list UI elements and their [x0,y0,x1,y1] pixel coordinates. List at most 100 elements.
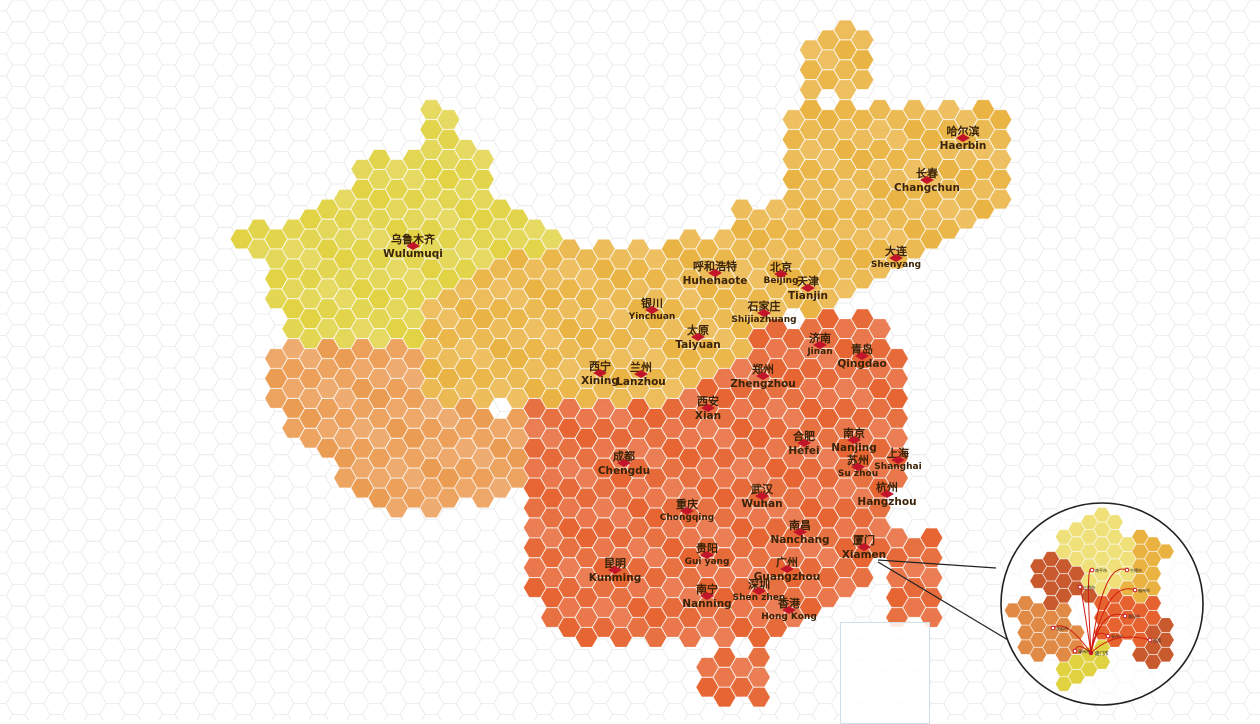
destination-label: 莆田市 [1128,613,1140,619]
city-marker-kunming[interactable]: 昆明 Kunming [589,558,641,584]
city-marker-shenzhen[interactable]: 深圳 Shen zhen [733,579,786,603]
hexagon-north [764,219,788,239]
city-marker-hefei[interactable]: 合肥 Hefei [788,431,819,457]
city-marker-guangzhou[interactable]: 广州 Guangzhou [754,557,820,583]
hexagon-south [540,468,564,489]
hexagon-north [437,368,460,389]
city-name-zh: 银川 [640,297,663,310]
city-marker-beijing[interactable]: 北京 Beijing [763,262,798,286]
hexagon-southwest [350,338,374,359]
city-marker-guiyang[interactable]: 贵阳 Gui yang [685,543,730,567]
hexagon-northwest [437,149,460,170]
hexagon-north [609,328,633,349]
city-marker-xiamen[interactable]: 厦门 Xiamen [842,535,886,561]
hexagon-south [833,458,857,479]
hexagon-north [678,288,702,309]
city-marker-shanghai[interactable]: 上海 Shanghai [874,448,921,472]
flight-arc [1090,613,1126,654]
hexagon-north [506,308,529,329]
hexagon-north [592,378,616,399]
city-marker-tianjin[interactable]: 天津 Tianjin [788,276,828,302]
hexagon-south [644,547,667,568]
hexagon-northwest [385,298,409,319]
hexagon-south [523,497,547,518]
city-marker-nanchang[interactable]: 南昌 Nanchang [770,520,829,546]
city-marker-qingdao[interactable]: 青岛 Qingdao [837,344,886,370]
inset-hexagon [1029,558,1047,574]
city-marker-yinchuan[interactable]: 银川 Yinchuan [629,298,676,322]
hexagon-northwest [264,229,288,249]
hexagon-south [575,408,598,429]
hexagon-southwest [264,348,288,369]
hexagon-southwest [385,418,409,439]
hexagon-northwest [419,139,443,160]
hexagon-northwest [299,229,322,249]
hexagon-northwest [437,189,460,210]
hexagon-north [747,209,771,229]
hexagon-south [540,488,564,508]
city-marker-shenyang[interactable]: 大连 Shenyang [871,246,921,270]
hexagon-south [557,577,581,598]
city-marker-changchun[interactable]: 长春 Changchun [894,168,960,194]
city-marker-nanjing[interactable]: 南京 Nanjing [831,428,877,454]
hexagon-northwest [419,278,443,299]
city-marker-hangzhou[interactable]: 杭州 Hangzhou [857,482,916,508]
hexagon-north [695,298,719,319]
hexagon-south [868,418,892,439]
city-marker-wulumuqi[interactable]: 乌鲁木齐 Wulumuqi [383,234,443,260]
city-pin-icon [919,176,934,184]
hexagon-southwest [264,388,288,409]
hexagon-south [661,597,685,618]
hexagon-southwest [437,428,460,449]
city-marker-nanning[interactable]: 南宁 Nanning [682,584,731,610]
hexagon-northwest [281,318,305,339]
hexagon-south [782,567,805,588]
city-marker-jinan[interactable]: 济南 Jinan [807,333,832,357]
hexagon-north [419,378,443,399]
city-marker-xining[interactable]: 西宁 Xining [581,361,619,387]
city-marker-xian[interactable]: 西安 Xian [695,396,721,422]
hexagon-southwest [299,428,322,449]
hexagon-south [609,468,633,489]
hexagon-north [764,298,788,319]
city-marker-hongkong[interactable]: 香港 Hong Kong [761,598,817,622]
hexagon-south [626,617,650,638]
city-marker-lanzhou[interactable]: 兰州 Lanzhou [616,362,666,388]
hexagon-northwest [471,149,495,170]
hexagon-northwest [333,268,357,289]
hexagon-southwest [333,448,357,469]
city-marker-haerbin[interactable]: 哈尔滨 Haerbin [940,126,987,152]
city-marker-wuhan[interactable]: 武汉 Wuhan [741,484,782,510]
destination-dot [1132,587,1138,593]
hexagon-southwest [350,478,374,498]
city-marker-chongqing[interactable]: 重庆 Chongqing [660,499,714,523]
city-marker-chengdu[interactable]: 成都 Chengdu [598,451,650,477]
hexagon-south [609,428,633,449]
hexagon-south [713,408,736,429]
city-marker-huhehaote[interactable]: 呼和浩特 Huhehaote [683,261,748,287]
hexagon-northwest [316,199,340,220]
hexagon-south [644,468,667,489]
hexagon-northwest [281,278,305,299]
hexagon-south [885,567,909,588]
city-marker-suzhou[interactable]: 苏州 Su zhou [838,455,878,479]
hexagon-north [920,109,943,130]
hexagon-south [523,537,547,558]
hexagon-south [799,478,823,498]
hexagon-north [419,298,443,319]
hexagon-north [540,368,564,389]
hexagon-south [885,547,909,568]
hexagon-north [851,69,874,90]
city-name-en: Jinan [807,347,833,357]
inset-hexagon [1055,676,1073,692]
hexagon-north [523,318,547,339]
hexagon-south [626,418,650,439]
hexagon-northwest [437,209,460,229]
hexagon-south [885,527,909,548]
hexagon-north [833,258,857,279]
city-marker-zhengzhou[interactable]: 郑州 Zhengzhou [730,364,795,390]
city-marker-shijiazhuang[interactable]: 石家庄 Shijiazhuang [731,301,796,325]
hexagon-northwest [368,229,391,249]
city-marker-taiyuan[interactable]: 太原 Taiyuan [675,325,720,351]
city-name-zh: 厦门 [852,534,875,547]
